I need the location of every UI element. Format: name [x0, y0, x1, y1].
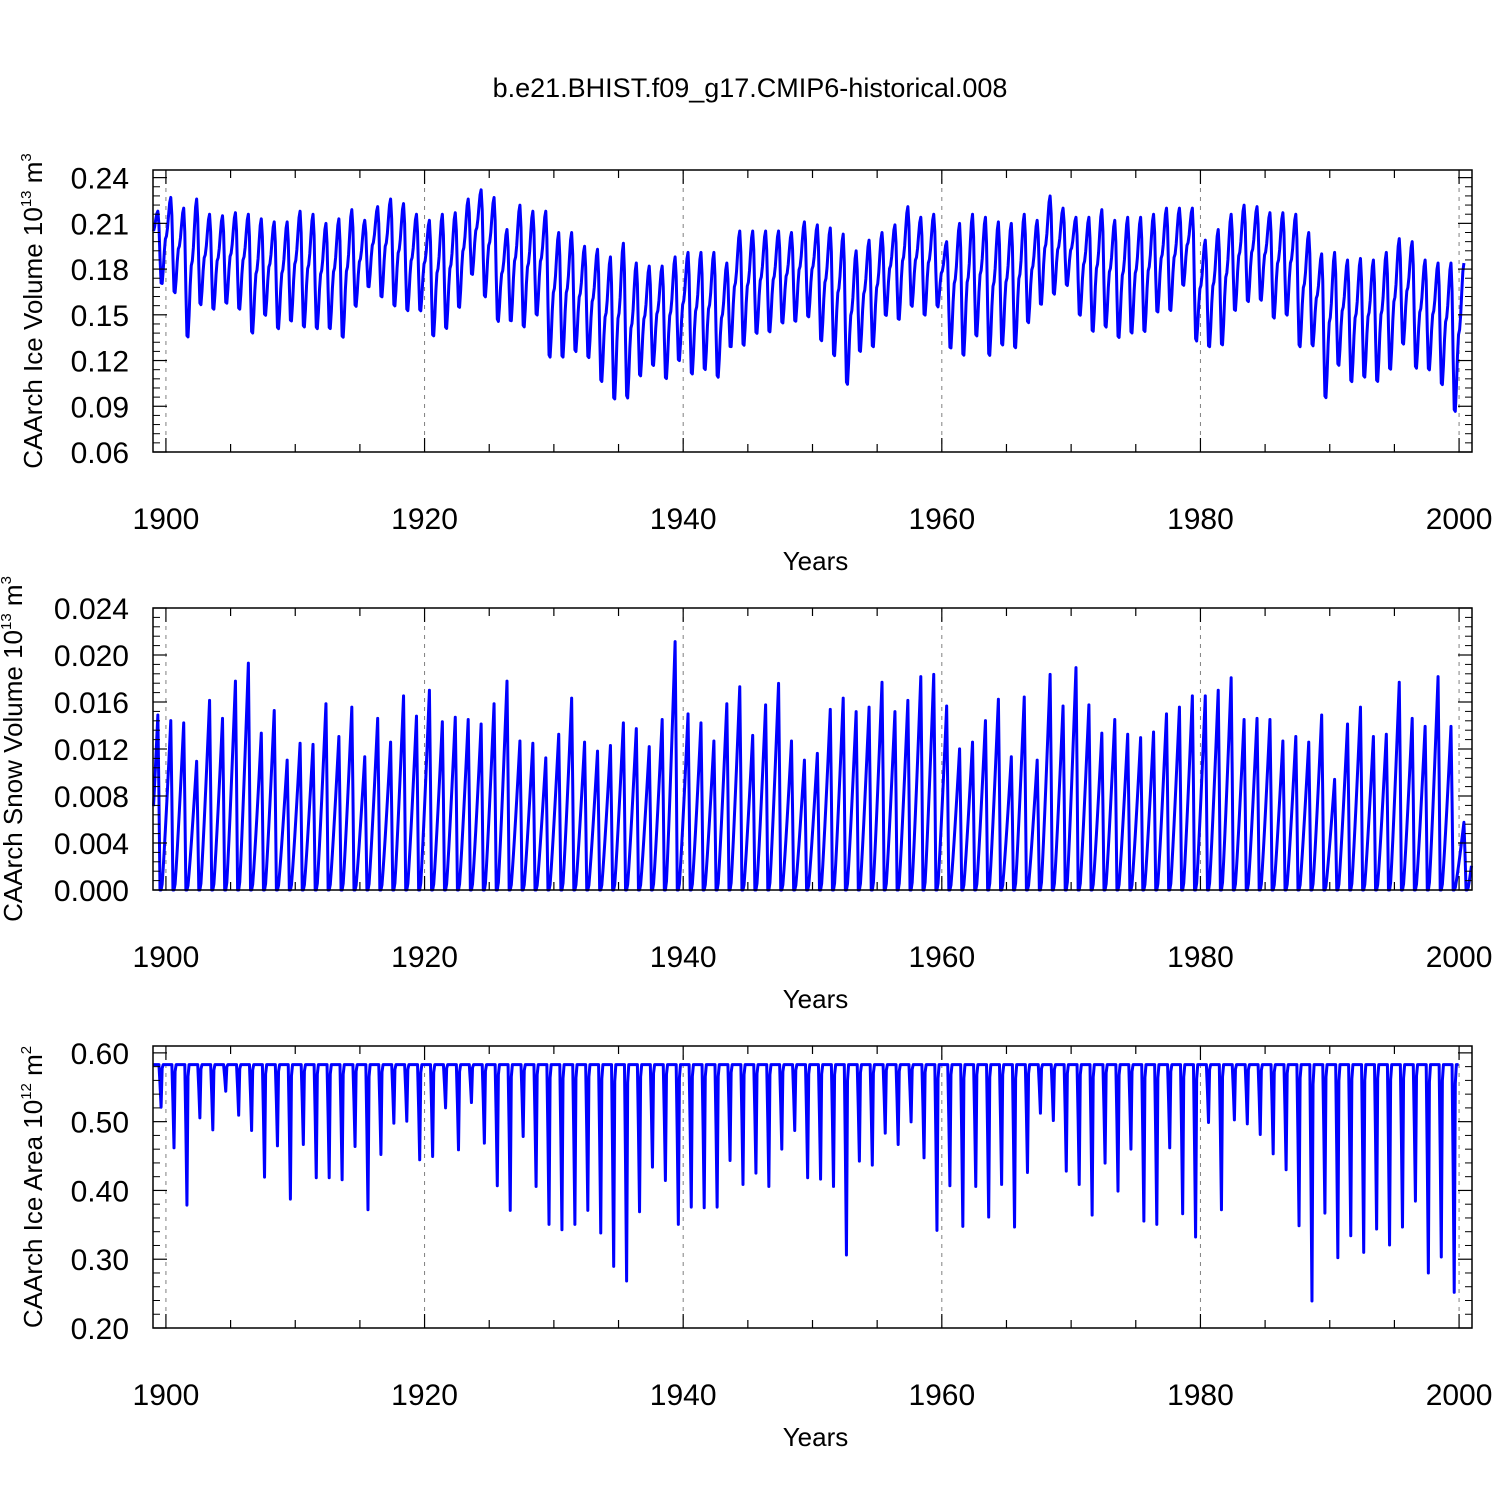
y-axis-title-unit-exponent: 3	[0, 576, 15, 584]
y-tick-label: 0.20	[71, 1313, 129, 1346]
y-tick-label: 0.18	[71, 254, 129, 287]
y-axis-title-unit-exponent: 3	[18, 153, 35, 161]
x-axis-title: Years	[783, 546, 849, 576]
x-tick-label: 1960	[908, 941, 975, 974]
y-axis-title-exponent: 13	[18, 190, 35, 207]
y-axis-title-exponent: 12	[18, 1083, 35, 1100]
ice-area-series-line	[153, 1063, 1459, 1303]
y-tick-label: 0.50	[71, 1107, 129, 1140]
x-tick-label: 1960	[908, 1379, 975, 1412]
x-tick-label: 1920	[391, 941, 458, 974]
ice-area-panel: 1900 1920 1940 1960 1980 2000 0.20 0.30 0.40 0.50…	[18, 1038, 1492, 1452]
x-tick-label: 1900	[133, 941, 200, 974]
y-axis-title-exponent: 13	[0, 613, 15, 630]
x-tick-label: 1940	[650, 941, 717, 974]
y-tick-label: 0.21	[71, 208, 129, 241]
y-tick-label: 0.020	[54, 640, 129, 673]
ice-volume-panel: 1900 1920 1940 1960 1980 2000 0.06 0.09 0.12 0.15…	[18, 153, 1492, 576]
y-tick-label: 0.60	[71, 1038, 129, 1071]
y-tick-label: 0.000	[54, 875, 129, 908]
y-tick-label: 0.09	[71, 391, 129, 424]
y-tick-label: 0.40	[71, 1175, 129, 1208]
y-axis-title-unit: m	[18, 1054, 48, 1083]
x-tick-label: 2000	[1426, 1379, 1493, 1412]
x-tick-label: 1940	[650, 1379, 717, 1412]
x-tick-label: 1980	[1167, 1379, 1234, 1412]
x-tick-label: 2000	[1426, 941, 1493, 974]
y-tick-label: 0.24	[71, 163, 129, 196]
x-tick-label: 1980	[1167, 941, 1234, 974]
main-title: b.e21.BHIST.f09_g17.CMIP6-historical.008	[493, 73, 1008, 103]
x-tick-label: 1980	[1167, 503, 1234, 536]
y-tick-label: 0.008	[54, 781, 129, 814]
y-tick-label: 0.012	[54, 734, 129, 767]
y-axis-title: CAArch Ice Area 1012 m2	[18, 1046, 48, 1328]
x-tick-label: 1920	[391, 1379, 458, 1412]
y-axis-title: CAArch Snow Volume 1013 m3	[0, 576, 28, 922]
y-axis-title-unit: m	[18, 162, 48, 191]
x-tick-label: 1920	[391, 503, 458, 536]
y-tick-label: 0.15	[71, 300, 129, 333]
y-axis-title-text: CAArch Ice Area 10	[18, 1100, 48, 1328]
x-axis-title: Years	[783, 984, 849, 1014]
ice-volume-series-line	[152, 188, 1466, 413]
x-tick-label: 2000	[1426, 503, 1493, 536]
x-tick-label: 1900	[133, 1379, 200, 1412]
y-tick-label: 0.004	[54, 828, 129, 861]
y-tick-label: 0.12	[71, 346, 129, 379]
y-axis-title-unit: m	[0, 584, 28, 613]
y-tick-label: 0.016	[54, 687, 129, 720]
y-axis-title-text: CAArch Ice Volume 10	[18, 207, 48, 469]
y-tick-label: 0.024	[54, 593, 129, 626]
x-tick-label: 1960	[908, 503, 975, 536]
x-tick-label: 1900	[133, 503, 200, 536]
x-axis-title: Years	[783, 1422, 849, 1452]
snow-volume-panel: 1900 1920 1940 1960 1980 2000 0.000 0.004 0.008 0…	[0, 576, 1492, 1014]
y-tick-label: 0.30	[71, 1244, 129, 1277]
y-axis-title-unit-exponent: 2	[18, 1046, 35, 1054]
x-tick-label: 1940	[650, 503, 717, 536]
y-axis-title-text: CAArch Snow Volume 10	[0, 630, 28, 922]
y-tick-label: 0.06	[71, 437, 129, 470]
snow-volume-series-line	[152, 640, 1473, 892]
y-axis-title: CAArch Ice Volume 1013 m3	[18, 153, 48, 469]
